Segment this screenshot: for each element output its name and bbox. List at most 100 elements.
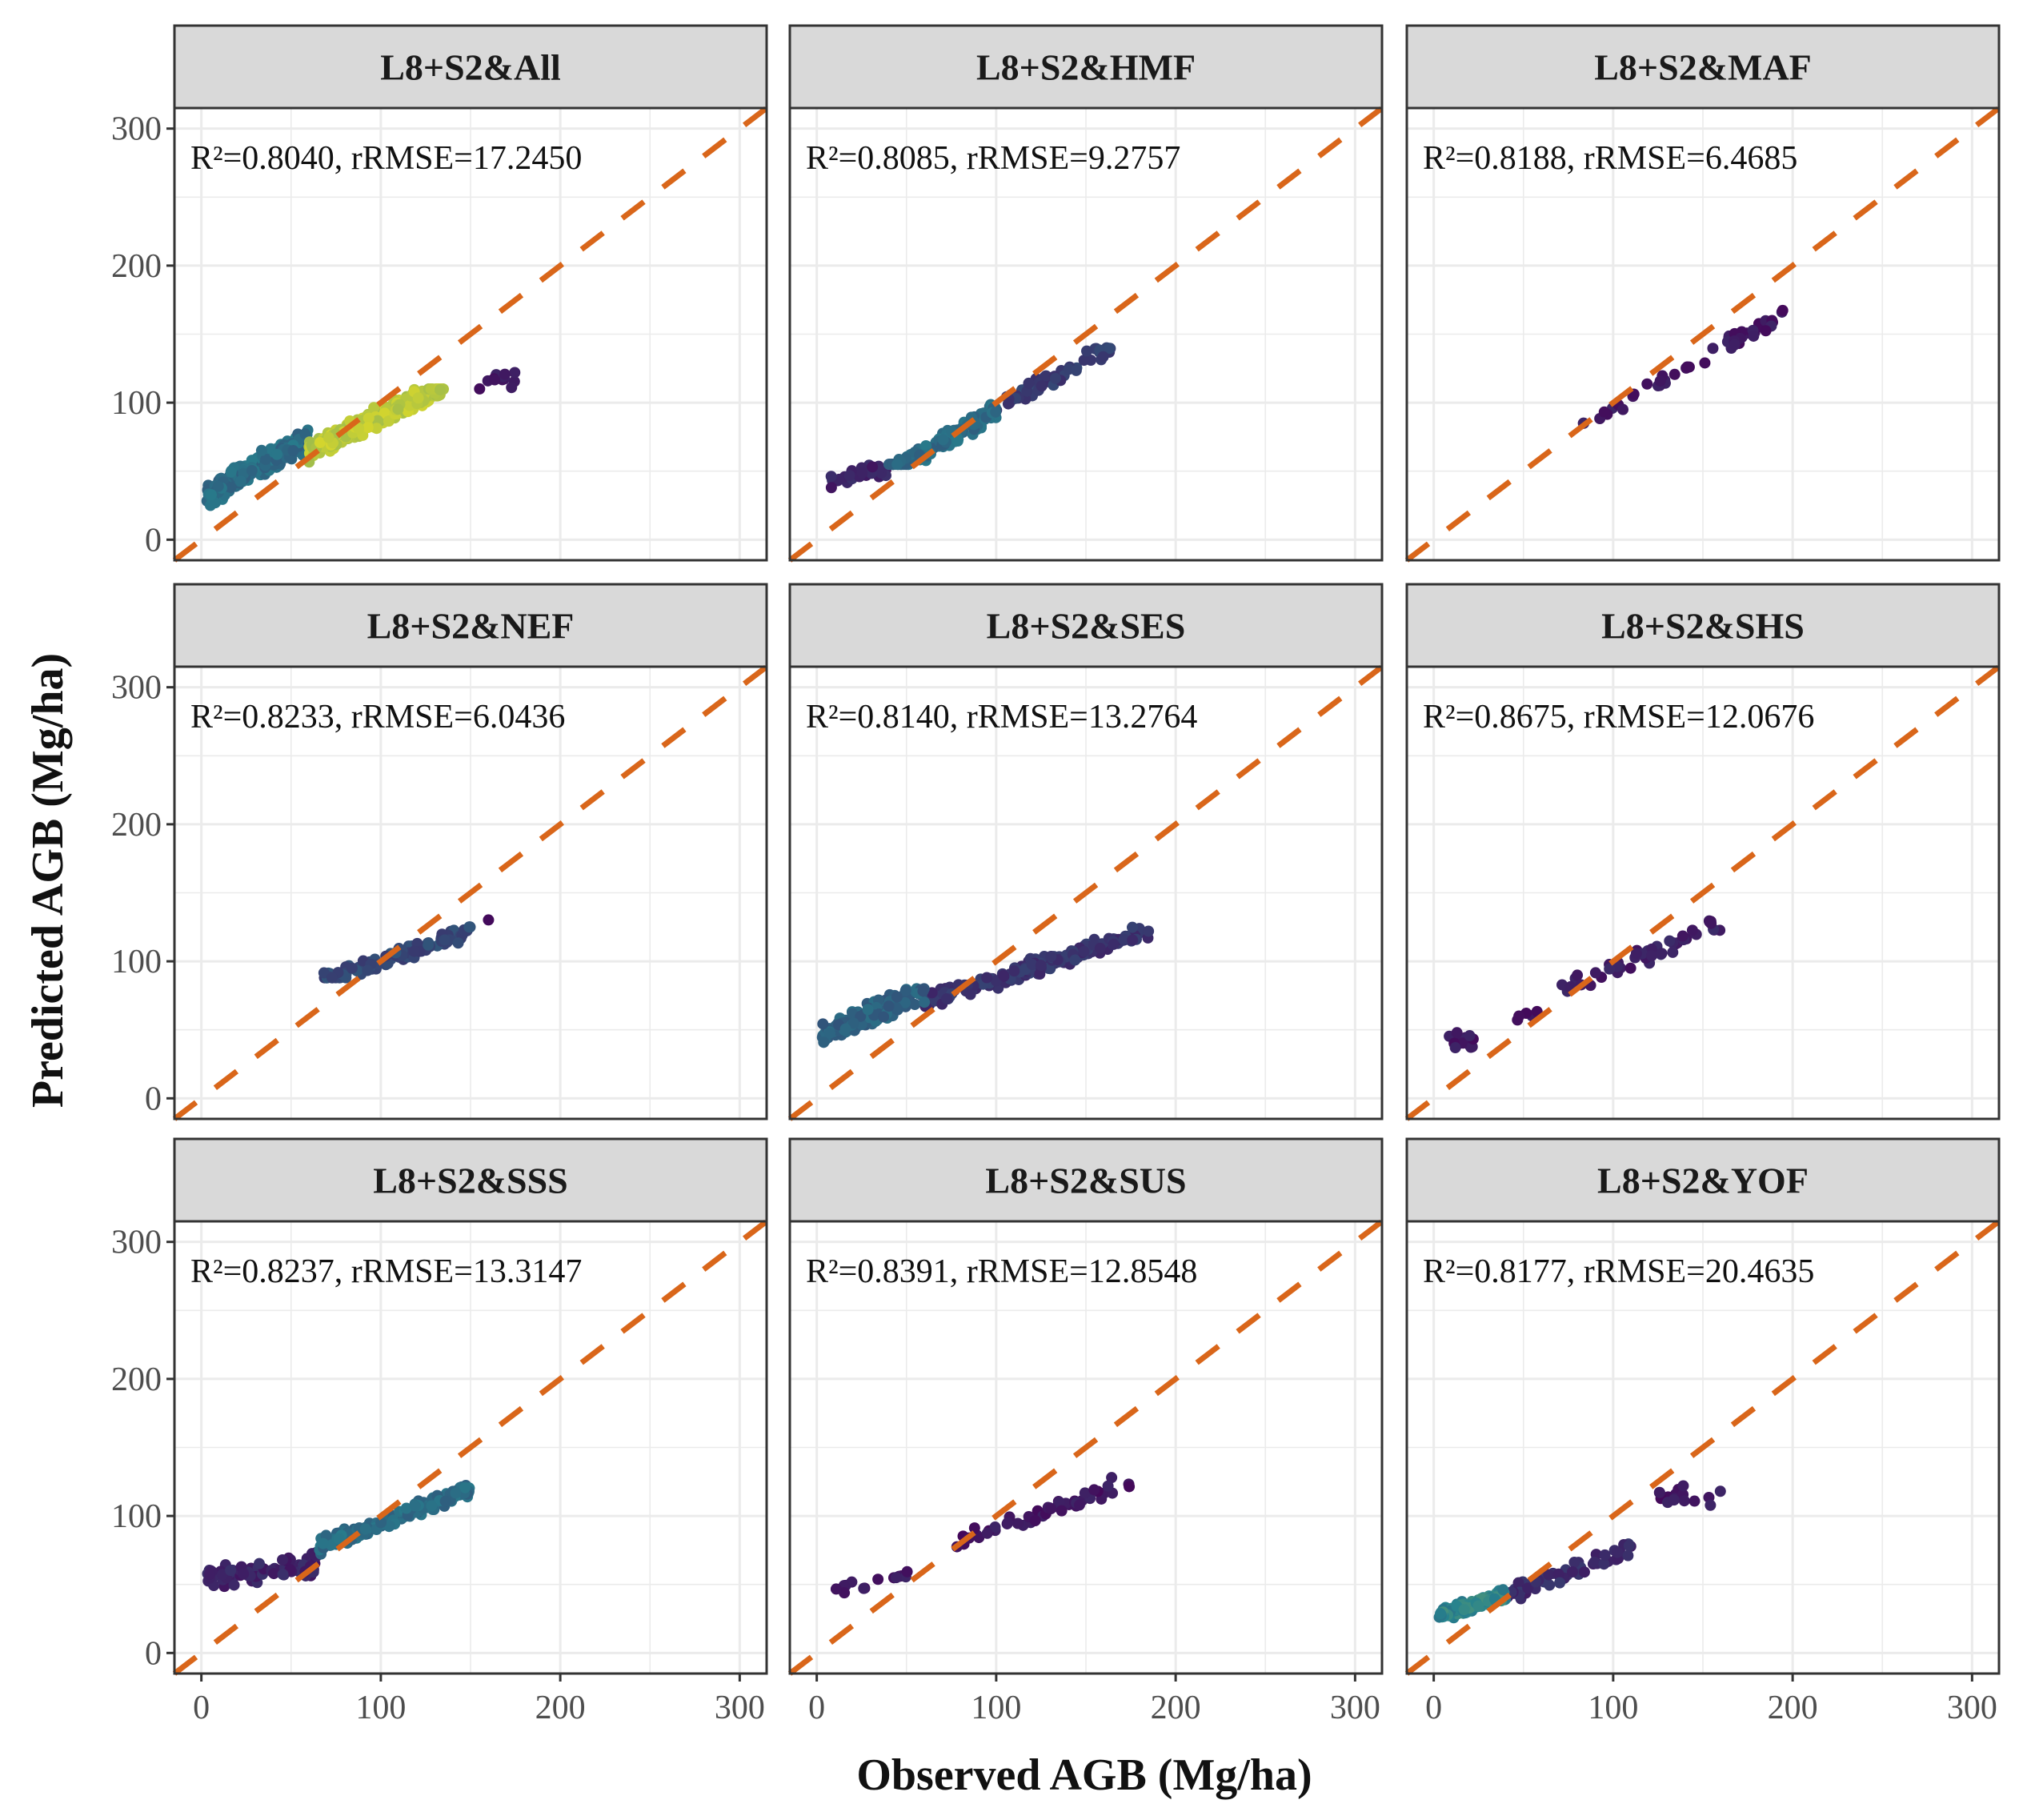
- data-point: [434, 383, 446, 395]
- data-point: [1589, 967, 1601, 979]
- data-point: [843, 470, 855, 482]
- data-point: [1104, 343, 1116, 355]
- data-point: [1630, 948, 1642, 960]
- data-point: [1449, 1042, 1461, 1054]
- y-tick-label: 100: [111, 944, 162, 980]
- fit-statistics-annotation: R²=0.8237, rRMSE=13.3147: [190, 1253, 582, 1290]
- data-point: [225, 482, 237, 494]
- data-point: [246, 465, 258, 477]
- data-point: [1097, 351, 1109, 363]
- data-point: [1008, 965, 1020, 977]
- data-point: [1668, 1494, 1680, 1506]
- y-tick-label: 100: [111, 385, 162, 422]
- data-point: [383, 1520, 395, 1532]
- data-point: [483, 914, 495, 926]
- x-tick-label: 0: [193, 1690, 210, 1726]
- data-point: [412, 392, 424, 404]
- data-point: [1664, 935, 1676, 947]
- data-point: [409, 1500, 421, 1512]
- one-to-one-reference-line: [787, 1219, 1384, 1676]
- data-point: [890, 1572, 902, 1584]
- facet-title: L8+S2&MAF: [1594, 47, 1812, 88]
- fit-statistics-annotation: R²=0.8085, rRMSE=9.2757: [806, 140, 1180, 177]
- fit-statistics-annotation: R²=0.8675, rRMSE=12.0676: [1423, 699, 1814, 736]
- panel-border: [1405, 1220, 2001, 1675]
- data-point: [459, 1481, 471, 1493]
- data-point: [1106, 1472, 1118, 1484]
- data-point: [1707, 343, 1719, 355]
- data-point: [287, 445, 299, 457]
- data-point: [1681, 361, 1693, 373]
- data-point: [1554, 1577, 1566, 1589]
- data-point: [1676, 930, 1689, 942]
- data-point: [1705, 1499, 1717, 1511]
- data-point: [228, 1579, 240, 1591]
- y-tick-label: 0: [145, 1080, 162, 1117]
- data-point: [901, 1565, 913, 1577]
- facet-title: L8+S2&SHS: [1601, 606, 1805, 647]
- data-point: [1578, 1566, 1590, 1578]
- data-point: [1435, 1608, 1447, 1620]
- one-to-one-reference-line: [1404, 664, 2001, 1121]
- data-point: [1678, 1495, 1690, 1507]
- data-point: [825, 471, 837, 483]
- data-point: [1118, 934, 1130, 946]
- data-point: [1049, 372, 1061, 384]
- facet-title: L8+S2&SES: [987, 606, 1186, 647]
- data-point: [317, 1537, 329, 1549]
- data-point: [1654, 375, 1666, 387]
- data-point: [353, 423, 365, 435]
- one-to-one-reference-line: [172, 1219, 769, 1676]
- data-point: [426, 1500, 438, 1512]
- data-point: [260, 453, 272, 465]
- data-point: [1588, 1556, 1600, 1568]
- data-point: [359, 1523, 371, 1535]
- facet-panel: L8+S2&MAF R²=0.8188, rRMSE=6.4685: [1404, 24, 2001, 563]
- facet-title: L8+S2&NEF: [367, 606, 575, 647]
- data-point: [1598, 406, 1610, 418]
- data-point: [271, 448, 283, 460]
- data-point: [1567, 1565, 1579, 1577]
- data-point: [326, 972, 338, 984]
- data-point: [1748, 330, 1760, 342]
- data-point: [1604, 963, 1616, 975]
- facet-panels: L8+S2&All R²=0.8040, rRMSE=17.2450 0 100 200…: [111, 24, 2001, 1726]
- facet-strip: [788, 1137, 1384, 1223]
- data-point: [1012, 1517, 1024, 1529]
- data-point: [830, 1583, 842, 1595]
- facet-strip: [173, 24, 768, 110]
- data-point: [1572, 969, 1584, 981]
- data-point: [203, 1568, 215, 1580]
- data-point: [1078, 945, 1090, 957]
- data-point: [1094, 942, 1106, 954]
- data-point: [1513, 1010, 1525, 1022]
- data-point: [1029, 1514, 1041, 1526]
- data-point: [322, 431, 334, 443]
- data-point: [1069, 954, 1081, 966]
- data-point: [299, 428, 311, 440]
- x-tick-label: 0: [1425, 1690, 1442, 1726]
- data-point: [1124, 1481, 1136, 1493]
- panel-border: [788, 1220, 1384, 1675]
- panel-border: [1405, 106, 2001, 562]
- data-point: [400, 1502, 412, 1514]
- panel-border: [1405, 665, 2001, 1120]
- y-tick-label: 300: [111, 111, 162, 148]
- data-point: [1143, 925, 1155, 937]
- y-tick-label: 200: [111, 248, 162, 285]
- facet-title: L8+S2&All: [380, 47, 561, 88]
- y-tick-label: 100: [111, 1498, 162, 1535]
- data-point: [1714, 1485, 1726, 1497]
- data-point: [823, 1027, 835, 1039]
- y-tick-label: 200: [111, 1361, 162, 1398]
- data-point: [872, 1573, 884, 1585]
- data-point: [423, 939, 435, 951]
- data-point: [489, 374, 501, 386]
- data-point: [450, 1487, 462, 1499]
- data-point: [1677, 1480, 1689, 1492]
- data-point: [1689, 1495, 1701, 1507]
- facet-strip: [1405, 583, 2001, 668]
- y-tick-label: 0: [145, 522, 162, 559]
- data-point: [499, 368, 511, 380]
- x-tick-label: 300: [715, 1690, 765, 1726]
